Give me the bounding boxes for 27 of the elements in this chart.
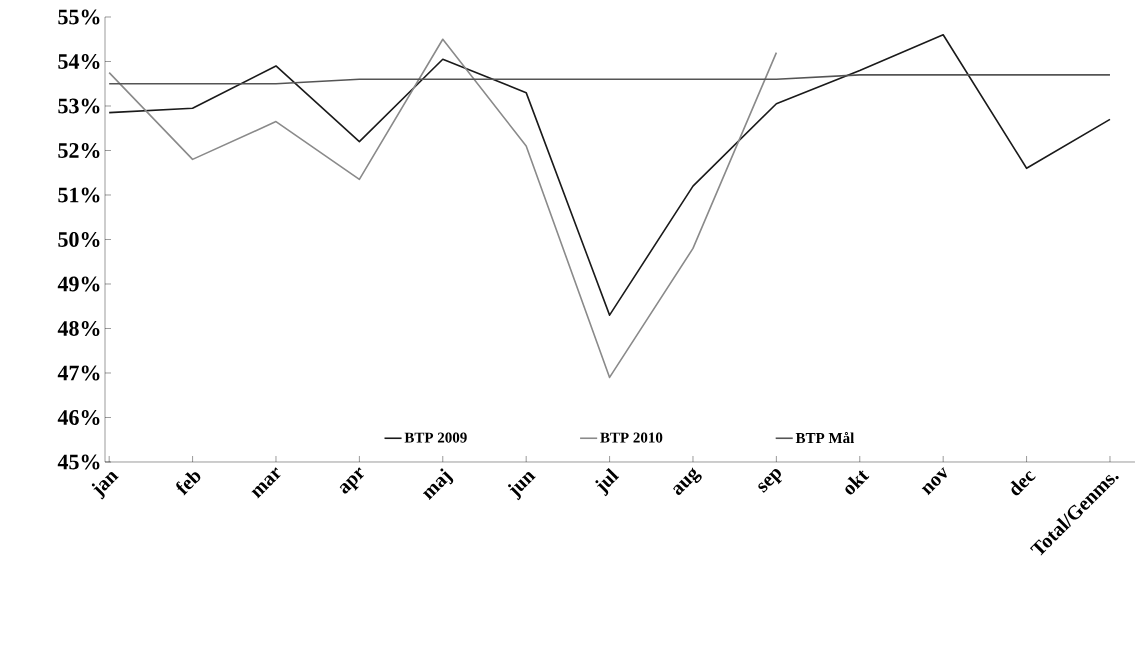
x-tick-label: maj (422, 468, 454, 500)
y-tick-label: 51% (58, 187, 100, 203)
y-tick-label: 48% (57, 321, 100, 336)
y-tick-label: 52% (58, 143, 100, 158)
y-tick-label: 53% (58, 98, 100, 114)
y-tick-label: 46% (57, 410, 100, 425)
x-tick-label: feb (176, 472, 201, 496)
y-tick-label: 47% (57, 365, 100, 381)
line-series (108, 33, 1111, 316)
x-tick-label: nov (921, 467, 947, 496)
y-tick-label: 50% (58, 232, 100, 247)
x-tick-label: okt (845, 470, 870, 495)
x-tick-label: apr (339, 467, 365, 494)
legend-label: BTP 2009 (404, 432, 467, 443)
x-tick-label: jan (91, 471, 119, 500)
line-series (108, 38, 778, 379)
x-tick-label: mar (251, 467, 281, 499)
x-tick-label: jul (595, 467, 620, 497)
x-tick-label: jun (508, 471, 536, 501)
x-tick-label: aug (673, 467, 702, 495)
y-tick-label: 45% (57, 454, 100, 470)
y-tick-label: 49% (57, 276, 100, 292)
y-tick-label: 54% (58, 54, 100, 69)
legend-label: BTP Mål (795, 432, 855, 444)
x-tick-label: sep (758, 469, 783, 493)
y-tick-label: 55% (58, 9, 100, 25)
legend-label: BTP 2010 (600, 432, 663, 443)
